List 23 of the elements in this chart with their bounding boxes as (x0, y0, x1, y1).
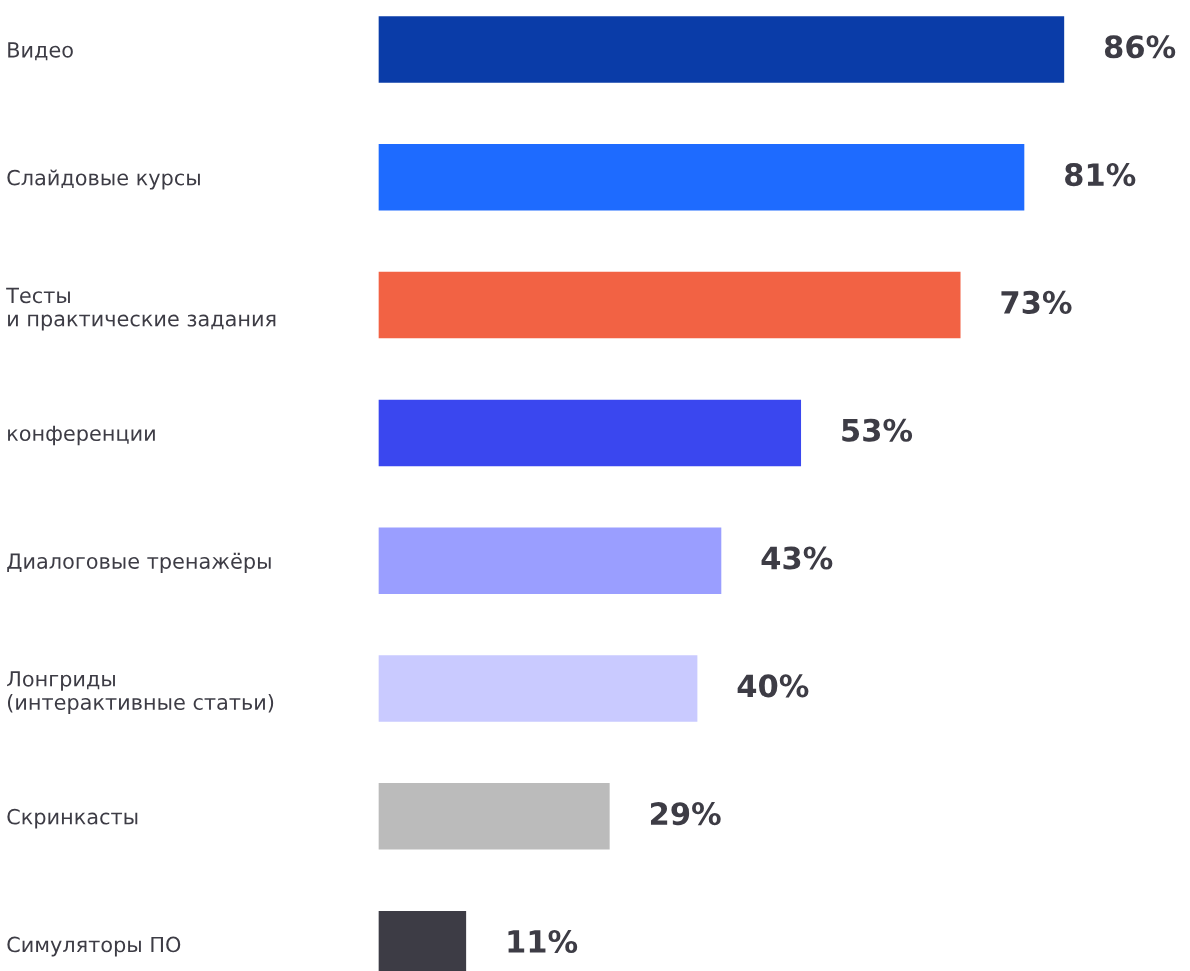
data-label: 11% (508, 929, 578, 954)
data-label: 43% (761, 546, 833, 570)
bar (378, 655, 698, 722)
y-tick-label: Лонгриды (интерактивные статьи) (7, 671, 274, 715)
bar (378, 144, 1025, 211)
data-label: 53% (842, 418, 913, 442)
bar (378, 527, 722, 594)
bar (378, 271, 961, 339)
bar (378, 783, 610, 850)
y-tick-label: Тесты и практические задания (6, 287, 276, 331)
bar (378, 399, 802, 467)
data-label: 73% (1001, 290, 1072, 314)
y-tick-label: Скринкасты (7, 808, 138, 829)
data-label: 40% (737, 674, 809, 698)
y-tick-label: Видео (8, 42, 73, 61)
data-label: 86% (1104, 35, 1176, 59)
data-label: 81% (1065, 163, 1136, 187)
y-tick-label: конференции (8, 425, 155, 446)
y-tick-label: Слайдовые курсы (7, 169, 200, 190)
bar (378, 16, 1065, 83)
y-tick-label: Симуляторы ПО (7, 936, 181, 957)
y-tick-label: Диалоговые тренажёры (7, 552, 271, 573)
data-label: 29% (650, 802, 721, 826)
